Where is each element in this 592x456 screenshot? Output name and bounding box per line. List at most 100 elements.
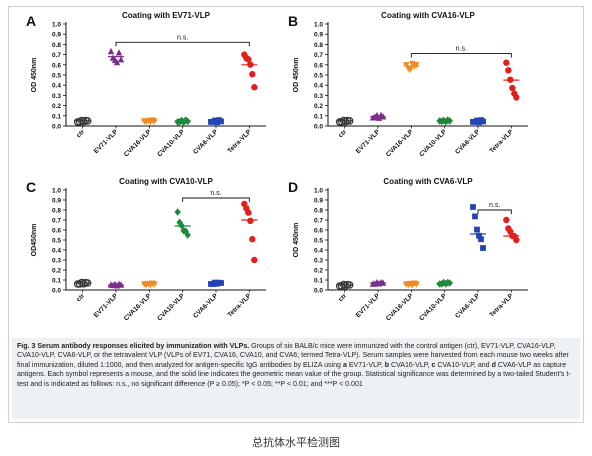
data-point	[247, 217, 254, 224]
y-tick-label: 0.7	[52, 52, 61, 59]
chart-panel-d: D Coating with CVA6-VLP 0.0 0.1 0.2 0.3 0.4 0.5…	[288, 177, 528, 322]
significance-label: n.s.	[210, 190, 221, 197]
caption-letter-c: c	[431, 361, 436, 369]
x-tick-label: CVA6-VLP	[192, 292, 220, 320]
x-tick-label: EV71-VLP	[93, 292, 120, 319]
caption-text-5: CVA6-VLP as capture antigens. Each symbo…	[17, 361, 571, 388]
caption-text-4: CVA10-VLP, and	[435, 361, 492, 369]
y-tick-label: 0.5	[52, 238, 61, 245]
y-tick-label: 0.1	[314, 278, 323, 285]
y-tick-label: 0.1	[314, 113, 323, 120]
data-point	[478, 236, 484, 243]
data-point	[503, 216, 510, 224]
x-tick-label: CVA6-VLP	[454, 292, 482, 320]
y-tick-label: 1.0	[52, 188, 61, 195]
x-tick-label: CVA10-VLP	[156, 292, 186, 322]
x-tick-label: ctr	[337, 128, 348, 139]
data-point	[113, 58, 121, 66]
data-point	[107, 47, 115, 55]
data-point	[249, 71, 256, 78]
y-tick-label: 0.5	[52, 73, 61, 80]
data-point	[251, 84, 258, 91]
significance-label: n.s.	[177, 34, 188, 41]
y-tick-label: 0.1	[52, 278, 61, 285]
data-point	[503, 59, 510, 66]
x-tick-label: Tetra-VLP	[488, 128, 515, 155]
y-tick-label: 0.4	[314, 83, 323, 90]
y-tick-label: 0.6	[52, 228, 61, 235]
data-point	[509, 84, 516, 92]
y-tick-label: 0.8	[314, 42, 323, 49]
y-tick-label: 0.6	[314, 62, 323, 69]
y-tick-label: 0.7	[52, 218, 61, 225]
y-tick-label: 0.3	[52, 93, 61, 100]
x-tick-label: CVA10-VLP	[418, 292, 448, 322]
chart-title: Coating with CVA10-VLP	[119, 177, 213, 186]
significance-label: n.s.	[489, 202, 500, 209]
chart-title: Coating with CVA6-VLP	[383, 177, 473, 186]
caption-text-1: Groups of six BALB/c mice were immunized…	[17, 343, 569, 369]
caption-letter-d: d	[491, 361, 496, 369]
y-tick-label: 0.9	[52, 198, 61, 205]
x-tick-label: Tetra-VLP	[226, 292, 253, 319]
caption-text-3: CVA16-VLP,	[389, 361, 432, 369]
caption-text-2: EV71-VLP,	[346, 361, 385, 369]
caption-title: Fig. 3 Serum antibody responses elicited…	[17, 343, 250, 350]
y-tick-label: 0.0	[314, 124, 323, 131]
y-tick-label: 0.4	[52, 248, 61, 255]
y-axis-label: OD 450nm	[31, 58, 38, 93]
y-tick-label: 1.0	[52, 22, 61, 29]
y-tick-label: 0.2	[52, 103, 61, 110]
y-tick-label: 0.9	[52, 32, 61, 39]
x-tick-label: ctr	[75, 292, 86, 303]
y-tick-label: 0.8	[52, 42, 61, 49]
data-point	[184, 231, 191, 239]
figure-caption: Fig. 3 Serum antibody responses elicited…	[12, 338, 580, 419]
y-tick-label: 0.2	[314, 268, 323, 275]
significance-bracket	[410, 53, 512, 58]
data-point	[513, 236, 520, 244]
figure-charts: A Coating with EV71-VLP 0.0 0.1 0.2 0.3 0.4 0.5…	[26, 11, 528, 322]
significance-label: n.s.	[456, 46, 467, 53]
y-axis-label: OD 450nm	[293, 58, 300, 93]
data-point	[513, 94, 520, 101]
x-tick-label: CVA16-VLP	[385, 292, 415, 322]
x-tick-label: ctr	[75, 128, 86, 139]
y-tick-label: 0.0	[52, 124, 61, 131]
data-point	[480, 245, 486, 251]
data-point	[476, 232, 482, 239]
x-tick-label: CVA16-VLP	[123, 128, 153, 158]
data-point	[174, 208, 181, 216]
x-tick-label: CVA16-VLP	[385, 128, 415, 158]
x-tick-label: CVA6-VLP	[454, 128, 482, 156]
data-point	[407, 66, 414, 74]
y-tick-label: 0.7	[314, 52, 323, 59]
panel-letter: C	[26, 179, 36, 195]
data-point	[251, 256, 258, 264]
x-tick-label: Tetra-VLP	[488, 292, 515, 319]
y-tick-label: 0.9	[314, 32, 323, 39]
chart-title: Coating with CVA16-VLP	[381, 11, 475, 20]
bottom-caption: 总抗体水平检测图	[252, 436, 340, 449]
y-tick-label: 0.4	[52, 83, 61, 90]
data-point	[249, 236, 256, 243]
x-tick-label: Tetra-VLP	[226, 128, 253, 155]
y-tick-label: 0.8	[52, 208, 61, 215]
y-tick-label: 0.2	[314, 103, 323, 110]
data-point	[117, 56, 125, 63]
caption-letter-a: a	[342, 361, 347, 369]
panel-letter: B	[288, 13, 298, 29]
panel-letter: D	[288, 179, 298, 195]
y-tick-label: 0.3	[314, 93, 323, 100]
y-tick-label: 1.0	[314, 188, 323, 195]
y-tick-label: 0.6	[314, 228, 323, 235]
x-tick-label: EV71-VLP	[93, 128, 120, 155]
x-tick-label: CVA6-VLP	[192, 128, 220, 156]
caption-letter-b: b	[384, 361, 390, 369]
chart-panel-a: A Coating with EV71-VLP 0.0 0.1 0.2 0.3 0.4 0.5…	[26, 11, 266, 158]
x-tick-label: CVA10-VLP	[418, 128, 448, 158]
x-tick-label: CVA16-VLP	[123, 292, 153, 322]
chart-title: Coating with EV71-VLP	[122, 11, 211, 20]
y-tick-label: 0.6	[52, 62, 61, 69]
panel-letter: A	[26, 13, 36, 29]
